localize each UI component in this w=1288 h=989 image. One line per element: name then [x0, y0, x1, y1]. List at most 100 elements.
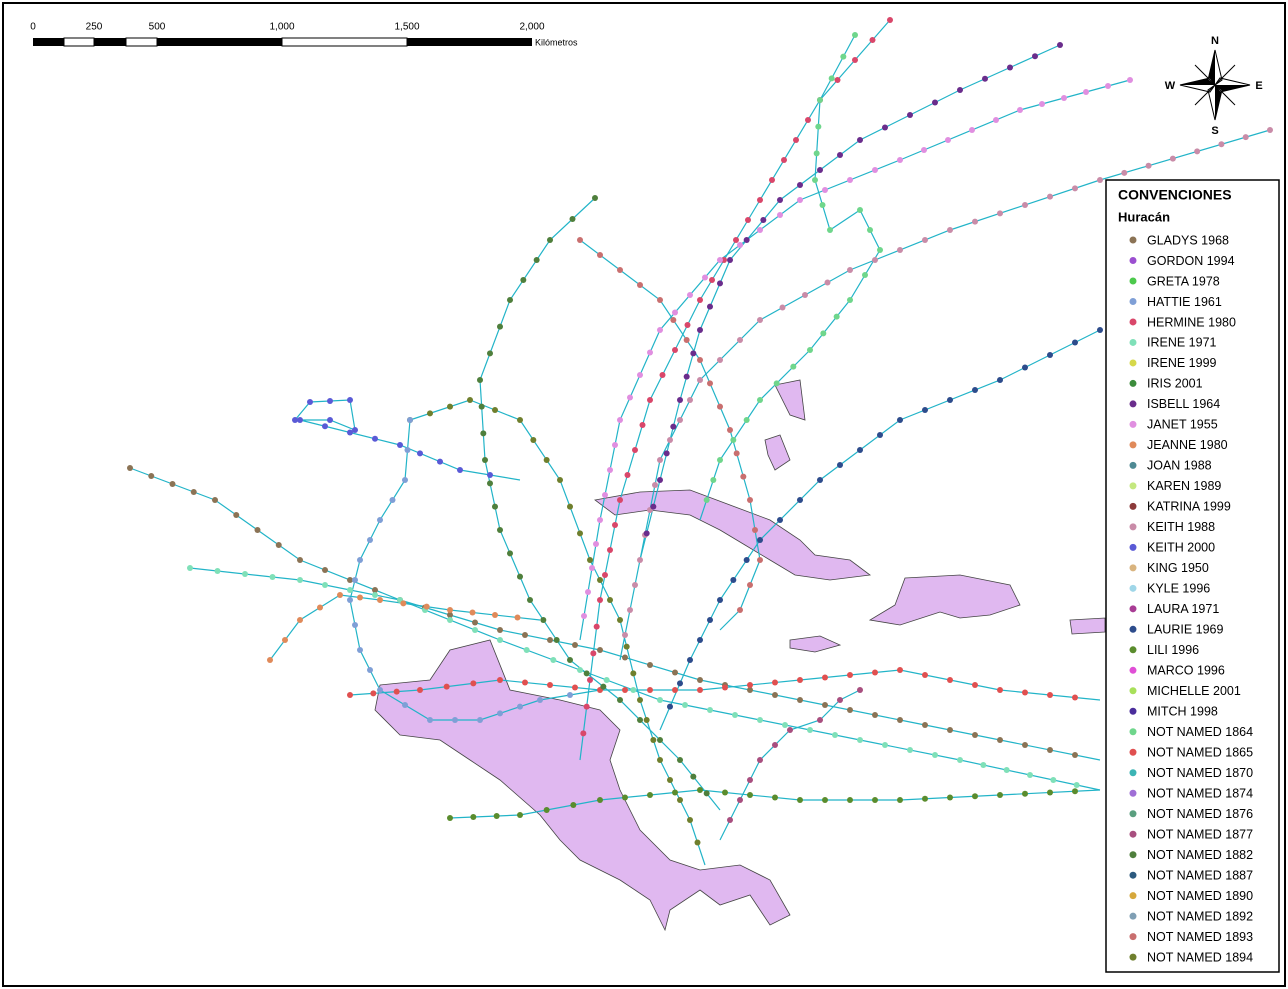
track-point — [583, 670, 590, 677]
track-point — [757, 557, 763, 563]
track-point — [897, 157, 903, 163]
track-point — [657, 737, 663, 743]
track-point — [672, 309, 678, 316]
track-point — [1083, 89, 1089, 95]
track-point — [697, 377, 703, 383]
track-point — [1047, 352, 1053, 358]
track-point — [597, 252, 603, 258]
legend-title: CONVENCIONES — [1118, 187, 1232, 203]
scale-bar: 0 250 500 1,000 1,500 2,000 Kilómetros — [30, 22, 578, 48]
track-point — [1097, 327, 1103, 333]
track-point — [550, 657, 557, 663]
track-point — [517, 703, 523, 710]
track-point — [828, 75, 835, 82]
track-point — [683, 337, 690, 343]
track-point — [769, 177, 775, 183]
compass: N S E W — [1165, 35, 1263, 137]
track-point — [707, 707, 713, 713]
track-point — [690, 350, 697, 357]
track-point — [897, 797, 903, 803]
track-point — [687, 292, 693, 298]
puerto-rico — [1069, 617, 1106, 635]
track-point — [470, 680, 477, 687]
track-point — [824, 279, 831, 286]
track-point — [297, 417, 303, 423]
track-point — [480, 430, 487, 437]
legend-label: NOT NAMED 1864 — [1147, 725, 1253, 739]
legend-swatch — [1129, 851, 1137, 859]
track-point — [487, 472, 493, 478]
track-point — [717, 457, 723, 463]
track-point — [677, 757, 683, 763]
track-point — [757, 227, 763, 233]
legend-label: KING 1950 — [1147, 561, 1209, 575]
track-point — [297, 617, 303, 623]
track-point — [643, 717, 650, 723]
legend-swatch — [1129, 277, 1137, 285]
track-point — [760, 217, 767, 223]
track-point — [1039, 101, 1045, 107]
track-point — [1072, 752, 1078, 758]
track-point — [624, 472, 631, 478]
track-point — [657, 477, 663, 483]
track-point — [659, 372, 666, 378]
track-point — [1057, 42, 1063, 48]
track-point — [805, 117, 811, 123]
track-point — [872, 257, 878, 263]
track-point — [317, 604, 323, 611]
track-point — [717, 403, 723, 410]
track-point — [837, 462, 843, 468]
track-point — [697, 297, 703, 303]
legend-label: NOT NAMED 1877 — [1147, 828, 1253, 842]
legend-swatch — [1129, 420, 1137, 428]
legend-swatch — [1129, 502, 1137, 510]
track-point — [822, 797, 828, 803]
track-point — [727, 427, 733, 433]
legend-label: MITCH 1998 — [1147, 705, 1218, 719]
track-point — [697, 677, 703, 683]
legend-swatch — [1129, 953, 1137, 961]
track-point — [667, 703, 673, 710]
track-point — [612, 522, 618, 528]
track-point — [1267, 127, 1273, 133]
track-point — [637, 717, 643, 723]
track-point — [347, 692, 353, 698]
track-point — [997, 687, 1003, 693]
legend-swatch — [1129, 810, 1137, 818]
track-point — [777, 197, 783, 203]
legend-label: NOT NAMED 1892 — [1147, 909, 1253, 923]
legend-swatch — [1129, 830, 1137, 838]
track-point — [677, 680, 683, 687]
track-point — [747, 682, 753, 688]
track-point — [972, 218, 978, 225]
track-point — [697, 787, 703, 793]
track-point — [957, 757, 963, 763]
track-point — [148, 473, 155, 479]
track-point — [581, 613, 587, 619]
legend-swatch — [1129, 523, 1137, 531]
track-point — [540, 617, 547, 623]
track-point — [897, 717, 903, 723]
track-point — [947, 227, 953, 233]
legend-label: MICHELLE 2001 — [1147, 684, 1241, 698]
track-point — [733, 450, 740, 457]
track-point — [543, 807, 550, 813]
track-point — [947, 677, 953, 683]
track-point — [389, 497, 396, 503]
track-point — [522, 632, 528, 638]
track-point — [567, 692, 573, 698]
track-point — [322, 423, 328, 430]
track-point — [972, 732, 978, 738]
track-point — [1194, 148, 1201, 155]
track-point — [533, 257, 540, 263]
track-point — [922, 722, 928, 728]
legend-swatch — [1129, 564, 1137, 572]
track-point — [747, 792, 753, 798]
track-point — [612, 442, 618, 448]
track-point — [743, 237, 750, 243]
track-point — [872, 797, 878, 803]
track-point — [670, 423, 677, 430]
track-point — [677, 417, 683, 423]
track-point — [437, 458, 443, 465]
